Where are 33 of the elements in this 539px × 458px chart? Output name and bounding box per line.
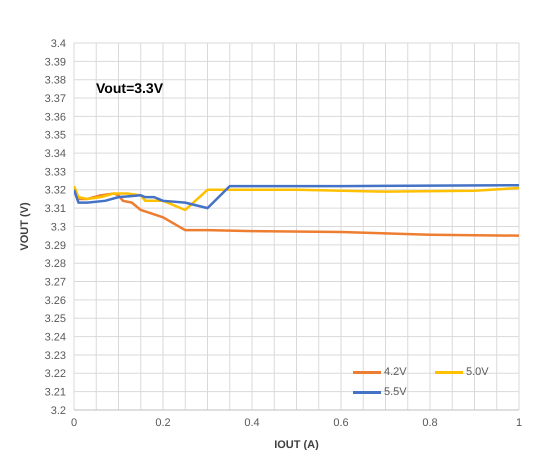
y-tick-label: 3.31 xyxy=(44,203,66,216)
y-tick-label: 3.35 xyxy=(44,130,66,142)
y-tick-label: 3.28 xyxy=(44,258,66,270)
y-tick-label: 3.25 xyxy=(44,313,66,326)
y-tick-label: 3.34 xyxy=(44,148,66,160)
x-tick-label: 1 xyxy=(516,416,522,429)
x-tick-label: 0.4 xyxy=(244,416,260,429)
x-tick-label: 0.2 xyxy=(155,416,171,429)
y-tick-label: 3.39 xyxy=(44,56,66,68)
y-tick-label: 3.37 xyxy=(44,92,66,105)
legend-label: 4.2V xyxy=(384,366,407,378)
x-tick-label: 0.6 xyxy=(333,416,349,429)
annotation: Vout=3.3V xyxy=(96,80,164,96)
y-tick-label: 3.2 xyxy=(50,404,66,417)
y-tick-label: 3.33 xyxy=(44,166,66,178)
y-axis-title: VOUT (V) xyxy=(18,202,31,251)
y-tick-label: 3.29 xyxy=(44,240,66,252)
y-tick-label: 3.23 xyxy=(44,350,66,362)
y-tick-label: 3.4 xyxy=(50,38,66,50)
y-tick-label: 3.3 xyxy=(50,221,66,234)
y-tick-label: 3.32 xyxy=(44,184,66,197)
y-tick-label: 3.21 xyxy=(44,386,66,399)
y-tick-label: 3.26 xyxy=(44,294,66,307)
y-tick-label: 3.27 xyxy=(44,276,66,288)
legend-label: 5.0V xyxy=(466,366,489,378)
y-tick-label: 3.22 xyxy=(44,368,66,380)
y-tick-label: 3.38 xyxy=(44,74,66,87)
y-tick-label: 3.36 xyxy=(44,111,66,124)
x-axis-title: IOUT (A) xyxy=(274,439,320,451)
x-tick-label: 0.8 xyxy=(422,416,438,429)
x-tick-label: 0 xyxy=(70,416,78,429)
legend-label: 5.5V xyxy=(384,386,407,398)
y-tick-label: 3.24 xyxy=(44,332,66,344)
